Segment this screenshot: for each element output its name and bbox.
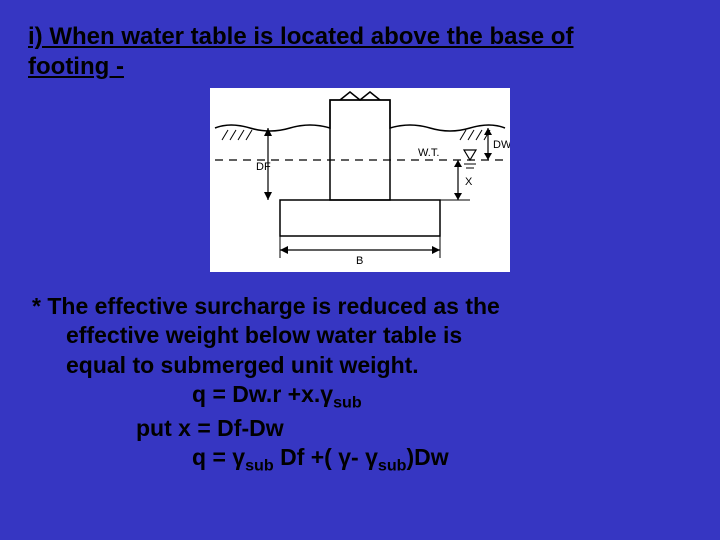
footing-diagram: DF DW X W.T. B [210,88,510,272]
slide: i) When water table is located above the… [0,0,720,540]
heading-line2: footing - [28,53,124,80]
eq3-c: )Dw [407,444,449,470]
eq3-lhs: q [192,444,206,470]
eq2-eq: = [191,415,217,441]
label-dw: DW [493,139,510,151]
equation-3: q = γsub Df +( γ- γsub)Dw [32,443,692,476]
label-wt: W.T. [418,147,439,159]
heading-line1: i) When water table is located above the… [28,23,573,50]
eq3-sub2: sub [378,457,407,475]
equation-1: q = Dw.r +x.γsub [32,380,692,413]
para-line1: * The effective surcharge is reduced as … [32,292,692,321]
eq2-pre: put [136,415,178,441]
eq1-rhs-a: Dw. [232,381,272,407]
eq1-sub: sub [333,394,362,412]
heading: i) When water table is located above the… [28,22,692,82]
eq3-b: Df +( γ- γ [274,444,378,470]
eq2-lhs: x [178,415,191,441]
equation-2: put x = Df-Dw [32,414,692,443]
eq1-lhs: q [192,381,206,407]
eq1-eq: = [206,381,232,407]
eq2-rhs: Df-Dw [217,415,283,441]
eq3-a: γ [232,444,245,470]
para-line2: effective weight below water table is [32,321,692,350]
eq3-sub1: sub [245,457,274,475]
body-text: * The effective surcharge is reduced as … [28,292,692,476]
label-df: DF [256,161,271,173]
eq3-eq: = [206,444,232,470]
para-line3: equal to submerged unit weight. [32,351,692,380]
eq1-rhs-b: r +x.γ [272,381,333,407]
label-b: B [356,255,363,267]
label-x: X [465,176,473,188]
